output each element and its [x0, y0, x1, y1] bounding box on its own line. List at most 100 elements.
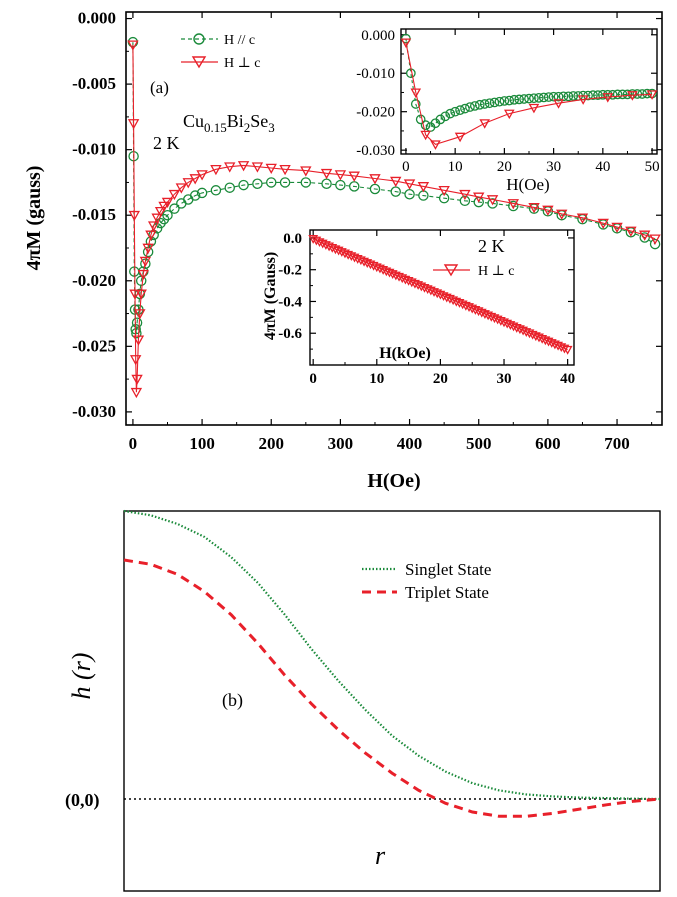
panel-a-series-line-1	[132, 44, 656, 393]
inset-high-field-h-perp-point	[467, 304, 478, 314]
h-perp-point	[417, 182, 430, 193]
h-parallel-point	[169, 203, 180, 214]
inset-high-field-h-perp-point	[464, 303, 474, 313]
panel-a-temperature: 2 K	[153, 133, 180, 153]
panel-a-x-tick-label: 700	[604, 434, 630, 453]
inset-high-field-h-perp-point	[425, 286, 436, 296]
h-perp-point	[127, 119, 140, 130]
panel-a-x-tick-label: 100	[189, 434, 215, 453]
panel-a-y-ticks: 0.000-0.005-0.010-0.015-0.020-0.025-0.03…	[72, 9, 662, 421]
h-perp-point	[127, 40, 139, 51]
inset-h-perp-point	[479, 119, 490, 129]
inset-high-field-h-perp-point	[559, 344, 570, 354]
inset-high-field-h-perp-point	[410, 279, 420, 289]
inset-high-field-h-perp-point	[448, 296, 459, 306]
inset-high-field-h-perp-point	[365, 260, 376, 270]
inset-high-field-h-perp-point	[553, 341, 564, 351]
h-perp-point	[279, 165, 291, 176]
inset-h-perp-point	[430, 140, 441, 150]
inset-low-field-x-tick-label: 50	[645, 159, 660, 175]
inset-h-parallel-point	[642, 88, 653, 99]
h-perp-point	[129, 289, 141, 300]
h-perp-point	[611, 222, 623, 233]
inset-high-field-h-perp-point	[394, 272, 404, 282]
inset-low-field-x-tick-label: 20	[497, 159, 512, 175]
panel-a-series-line-0	[132, 42, 656, 334]
inset-h-parallel-point	[440, 111, 451, 122]
inset-high-field-h-perp-point	[327, 243, 338, 253]
inset-high-field-h-perp-point	[397, 274, 408, 284]
inset-high-field-h-perp-point	[489, 314, 500, 324]
h-parallel-point	[189, 190, 201, 201]
h-perp-point	[300, 166, 312, 177]
inset-h-parallel-point	[435, 114, 446, 125]
inset-h-perp-point	[577, 95, 589, 105]
inset-high-field-h-perp-point	[378, 266, 389, 275]
inset-h-parallel-point	[469, 101, 480, 111]
h-parallel-point	[252, 178, 263, 190]
inset-high-field-h-perp-point	[324, 242, 334, 252]
inset-legend-h-perp-label: H ⊥ c	[478, 264, 515, 279]
panel-a-x-tick-label: 0	[129, 434, 138, 453]
inset-h-perp-point	[528, 103, 540, 114]
inset-high-field-h-perp-point	[518, 326, 529, 336]
inset-h-parallel-point	[543, 92, 554, 102]
h-perp-point	[142, 243, 154, 254]
h-perp-point	[129, 355, 142, 366]
panel-a-x-tick-label: 400	[397, 434, 423, 453]
inset-high-field-h-perp-point	[317, 239, 328, 249]
panel-a: 0 100 200 300 400 500 600 700 0.000-0.005-0.010…	[23, 9, 663, 492]
inset-high-field-x-tick-label: 20	[433, 371, 448, 387]
inset-h-parallel-point	[563, 91, 574, 102]
inset-high-field-h-perp-point	[527, 330, 538, 340]
inset-h-parallel-point	[514, 94, 525, 105]
inset-h-parallel-point	[455, 105, 465, 116]
inset-h-parallel-point	[484, 98, 495, 109]
inset-high-field-h-perp-point	[314, 238, 325, 248]
inset-h-parallel-point	[494, 96, 505, 107]
inset-high-field-h-perp-point	[352, 255, 363, 264]
inset-h-parallel-point	[612, 89, 623, 100]
h-perp-point	[649, 234, 661, 245]
inset-high-field-h-perp-point	[441, 293, 452, 303]
h-parallel-point	[649, 238, 661, 250]
inset-low-field-x-tick-label: 30	[546, 159, 561, 175]
inset-high-field-h-perp-point	[445, 294, 455, 304]
inset-h-parallel-point	[568, 91, 579, 101]
inset-high-field-h-perp-point	[508, 322, 519, 332]
inset-high-field-h-perp-point	[330, 245, 341, 255]
inset-h-perp-point	[602, 93, 614, 103]
inset-low-field-y-ticks: 0.000 -0.010 -0.020 -0.030	[356, 28, 657, 159]
panel-a-y-tick-label: -0.005	[72, 74, 116, 93]
inset-high-field-h-perp-point	[534, 333, 544, 343]
inset-h-parallel-point	[529, 93, 539, 104]
panel-a-y-tick-label: -0.015	[72, 205, 116, 224]
h-perp-point	[175, 183, 188, 194]
h-perp-point	[135, 289, 147, 300]
inset-low-field-x-tick-label: 0	[402, 159, 410, 175]
panel-a-y-tick-label: -0.020	[72, 271, 116, 290]
inset-h-perp-point	[410, 88, 422, 98]
inset-high-field-background	[259, 225, 581, 405]
inset-high-field-h-perp-point	[308, 235, 319, 244]
inset-high-field-h-perp-point	[495, 316, 506, 326]
formula-part-bi: Bi	[227, 111, 244, 131]
h-perp-point	[158, 201, 170, 212]
legend-h-perp-label: H ⊥ c	[224, 56, 261, 71]
panel-a-sample-formula: Cu0.15Bi2Se3	[183, 111, 275, 135]
inset-high-field-h-perp-point	[311, 236, 322, 246]
inset-high-field-h-perp-point	[381, 267, 392, 277]
inset-high-field-h-perp-point	[333, 246, 344, 256]
h-perp-point	[369, 174, 381, 185]
inset-low-field-y-tick-label: -0.020	[356, 105, 395, 121]
inset-h-parallel-point	[420, 120, 431, 131]
inset-low-field-y-tick-label: 0.000	[361, 28, 395, 44]
h-parallel-point	[131, 317, 143, 328]
legend-h-parallel-label: H // c	[224, 33, 255, 48]
inset-high-field-x-tick-label: 10	[369, 371, 384, 387]
inset-high-field-h-perp-point	[375, 264, 385, 274]
inset-high-field-h-perp-point	[473, 307, 484, 317]
h-perp-point	[348, 171, 360, 182]
h-parallel-point	[196, 187, 208, 199]
inset-low-field-x-tick-label: 10	[448, 159, 463, 175]
